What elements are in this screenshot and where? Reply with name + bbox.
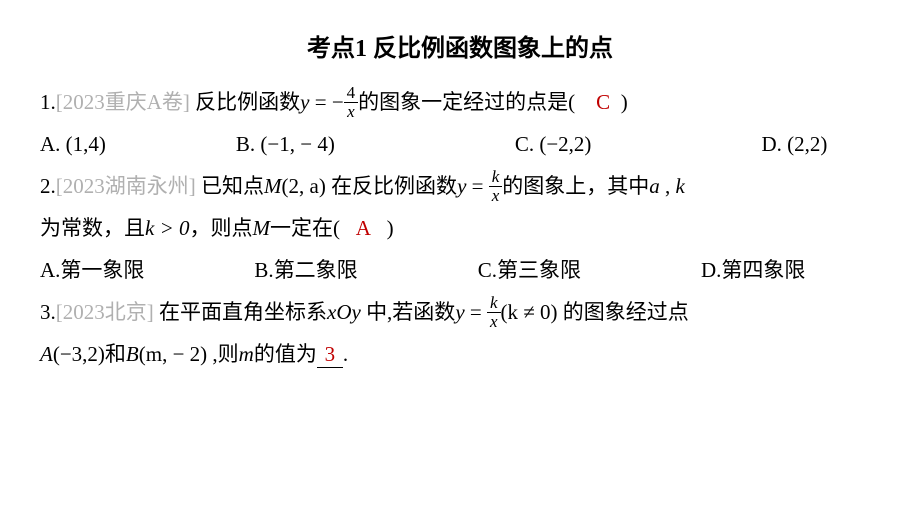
q2-comma: , (660, 174, 676, 198)
q3-mid4: 的值为 (254, 342, 317, 366)
q3-frac: kx (487, 294, 501, 331)
q3-number: 3. (40, 300, 56, 324)
q3-period: . (343, 342, 348, 366)
q3-y: y (455, 300, 464, 324)
q2-eq: = (466, 174, 488, 198)
q3-mid1: 中,若函数 (361, 300, 456, 324)
q1-opt-d: D. (2,2) (761, 123, 827, 165)
q2-opt-b: B.第二象限 (254, 249, 357, 291)
q2-M2: M (253, 216, 271, 240)
q2-y: y (457, 174, 466, 198)
q2-mid1: 在反比例函数 (326, 174, 457, 198)
q2-l2mid: ，则点 (190, 216, 253, 240)
q1-close: ) (621, 90, 628, 114)
q2-opt-a: A.A.第一象限第一象限 (40, 249, 144, 291)
q2-close: ) (387, 216, 394, 240)
q1-frac: 4x (344, 84, 359, 121)
q1-number: 1. (40, 90, 56, 114)
q2-opt-c: C.第三象限 (478, 249, 581, 291)
q2-pre: 已知点 (201, 174, 264, 198)
q3-blank: 3 (317, 342, 343, 368)
section-title: 考点1 反比例函数图象上的点 (40, 28, 880, 63)
q3-B: B (126, 342, 139, 366)
q3-answer: 3 (325, 342, 336, 366)
q2-answer: A (356, 216, 371, 240)
q2-a: a (649, 174, 660, 198)
q3-A: A (40, 342, 53, 366)
exercise-page: 考点1 反比例函数图象上的点 1.[2023重庆A卷] 反比例函数y = −4x… (0, 0, 920, 375)
q3-Bval: (m, − 2) (139, 342, 207, 366)
q1-source: [2023重庆A卷] (56, 90, 190, 114)
q3-cond: (k ≠ 0) (501, 300, 558, 324)
q3-stem-line2: A(−3,2)和B(m, − 2) ,则m的值为 3. (40, 333, 880, 375)
q2-options: A.A.第一象限第一象限 B.第二象限 C.第三象限 D.第四象限 (40, 249, 880, 291)
q3-m: m (239, 342, 254, 366)
q3-eq: = (465, 300, 487, 324)
q2-source: [2023湖南永州] (56, 174, 196, 198)
q1-post: 的图象一定经过的点是( (358, 90, 575, 114)
q2-M: M (264, 174, 282, 198)
q3-Aval: (−3,2) (53, 342, 105, 366)
q3-stem-line1: 3.[2023北京] 在平面直角坐标系xOy 中,若函数y = kx(k ≠ 0… (40, 291, 880, 333)
q1-opt-a: A. (1,4) (40, 123, 106, 165)
q2-Mval: (2, a) (282, 174, 326, 198)
q3-and: 和 (105, 342, 126, 366)
q3-sys: xOy (327, 300, 361, 324)
q2-stem-line1: 2.[2023湖南永州] 已知点M(2, a) 在反比例函数y = kx的图象上… (40, 165, 880, 207)
q1-opt-c: C. (−2,2) (515, 123, 592, 165)
q1-pre: 反比例函数 (195, 90, 300, 114)
q3-source: [2023北京] (56, 300, 154, 324)
q2-l2pre: 为常数，且 (40, 216, 145, 240)
q1-eq: = − (309, 90, 343, 114)
q1-options: A. (1,4) B. (−1, − 4) C. (−2,2) D. (2,2) (40, 123, 880, 165)
q2-cond: k > 0 (145, 216, 190, 240)
q1-answer: C (596, 90, 610, 114)
q2-number: 2. (40, 174, 56, 198)
q3-mid2: 的图象经过点 (558, 300, 689, 324)
q2-frac: kx (489, 168, 503, 205)
q3-mid3: ,则 (207, 342, 239, 366)
q2-mid2: 的图象上，其中 (502, 174, 649, 198)
q2-stem-line2: 为常数，且k > 0，则点M一定在( A ) (40, 207, 880, 249)
q2-k: k (676, 174, 685, 198)
q2-l2post: 一定在( (270, 216, 340, 240)
q1-opt-b: B. (−1, − 4) (236, 123, 335, 165)
q2-opt-d: D.第四象限 (701, 249, 805, 291)
q1-stem: 1.[2023重庆A卷] 反比例函数y = −4x的图象一定经过的点是( C ) (40, 81, 880, 123)
q3-pre: 在平面直角坐标系 (159, 300, 327, 324)
